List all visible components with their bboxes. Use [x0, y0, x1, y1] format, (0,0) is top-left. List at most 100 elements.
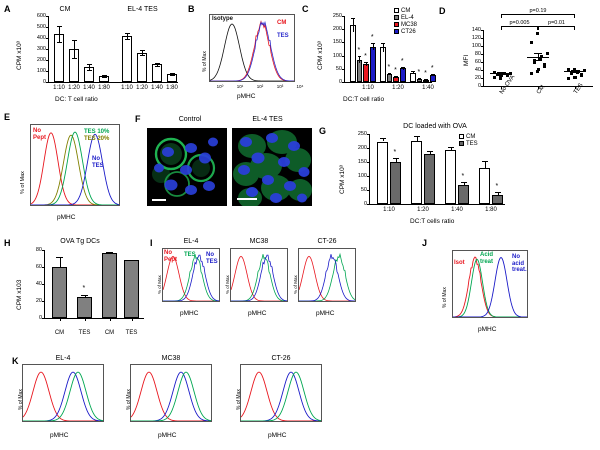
x-tick-label: 1:40: [83, 85, 95, 91]
y-tick-label: 100: [36, 68, 46, 74]
bar: [458, 184, 469, 204]
panel-j-label-acid: Acid treat: [480, 252, 493, 265]
panel-e-label-no-pept-text: No Pept: [33, 128, 47, 141]
data-point: [545, 52, 549, 55]
y-tick-label: 100: [357, 173, 367, 179]
sem-cap: [497, 74, 505, 76]
significance-star: *: [394, 66, 397, 74]
y-tick-label: 60: [474, 59, 481, 65]
legend-label: MC38: [401, 22, 418, 29]
x-tick-label: 1:10: [121, 85, 133, 91]
panel-k-label: K: [12, 356, 19, 366]
bar: [411, 141, 422, 204]
significance-star: *: [461, 173, 465, 181]
error-cap: [154, 65, 160, 67]
y-tick-label: 80: [474, 51, 481, 57]
data-point: [493, 75, 497, 79]
data-point: [573, 67, 577, 71]
y-tick-label: 100: [332, 52, 342, 59]
y-tick-mark: [341, 68, 345, 70]
panel-k-flow-plot-mc38: [130, 364, 212, 422]
x-tick-label: 10¹: [236, 84, 244, 89]
x-tick-label: 1:10: [383, 207, 395, 213]
y-tick-mark: [45, 16, 49, 17]
error-cap: [101, 76, 107, 78]
y-tick-label: 40: [35, 281, 42, 287]
panel-k-curves-mc38: [131, 371, 211, 421]
error-bar: [416, 136, 418, 141]
panel-d-label: D: [439, 6, 446, 16]
legend-swatch: [394, 22, 399, 28]
error-cap: [424, 79, 428, 81]
data-point: [536, 31, 540, 35]
error-bar: [59, 26, 60, 42]
y-tick-mark: [45, 71, 49, 72]
panel-i-label: I: [150, 238, 153, 248]
bar: [479, 168, 490, 204]
y-tick-label: 40: [474, 67, 481, 73]
panel-f-label: F: [135, 114, 141, 124]
error-cap: [350, 18, 355, 20]
data-point: [567, 77, 571, 81]
panel-h-y-axis: [44, 250, 45, 318]
data-point: [582, 69, 586, 73]
y-tick-mark: [366, 176, 370, 177]
sem-bar: [538, 53, 539, 61]
bar: [356, 59, 363, 82]
panel-j-label-no-acid-text: No acid treat.: [512, 254, 527, 273]
legend-swatch: [459, 141, 464, 147]
panel-i-flow-plot-el-4: [162, 248, 220, 302]
bar: [492, 194, 503, 204]
x-tick-label: 1:20: [136, 85, 148, 91]
y-tick-mark: [41, 301, 45, 302]
panel-k-ylabel-0: % of Max: [18, 389, 24, 410]
bar: [363, 64, 369, 82]
error-bar: [89, 63, 90, 71]
panel-e-curves: [31, 131, 119, 205]
data-point: [539, 54, 543, 58]
legend-item-tes: TES: [459, 141, 478, 147]
error-bar: [359, 56, 361, 63]
panel-a-group-title-tes: EL-4 TES: [127, 6, 158, 13]
x-tick-label: CM: [54, 330, 65, 336]
x-tick-mark: [59, 318, 61, 321]
panel-j-ylabel: % of Max: [442, 287, 448, 308]
panel-k-curves-el-4: [23, 371, 103, 421]
significance-star: *: [417, 69, 421, 76]
y-tick-mark: [341, 29, 345, 31]
data-point: [567, 68, 571, 72]
panel-d-y-axis: [483, 30, 484, 86]
panel-a-group-title-cm: CM: [59, 6, 71, 13]
x-tick-label: 1:80: [485, 207, 497, 213]
y-tick-mark: [45, 49, 49, 50]
x-tick-label: 1:40: [422, 85, 434, 91]
error-bar: [484, 161, 486, 169]
panel-g-label: G: [319, 126, 327, 136]
error-cap: [380, 42, 385, 44]
error-cap: [494, 192, 501, 193]
panel-g-xlabel: DC:T cells ratio: [410, 218, 455, 225]
panel-i-title-ct-26: CT-26: [317, 238, 337, 245]
y-tick-label: 50: [335, 65, 342, 72]
panel-e-xlabel: pMHC: [57, 214, 76, 221]
error-cap: [169, 73, 175, 75]
data-point: [539, 57, 543, 61]
data-point: [536, 69, 540, 73]
panel-i-curves-ct-26: [299, 252, 355, 301]
bar: [377, 141, 388, 204]
data-point: [530, 71, 534, 75]
x-tick-mark: [131, 318, 133, 321]
legend-label: CT26: [401, 29, 416, 36]
y-tick-mark: [41, 284, 45, 285]
bar: [445, 150, 456, 204]
error-cap: [56, 41, 62, 43]
data-point: [506, 73, 509, 77]
y-tick-mark: [480, 46, 484, 47]
panel-j-label-acid-text: Acid treat: [480, 252, 494, 265]
error-cap: [481, 161, 488, 163]
panel-j: J % of Max pMHC Isot Acid treat No acid …: [420, 232, 550, 350]
x-tick-label: 10²: [256, 84, 264, 89]
y-tick-mark: [366, 162, 370, 163]
panel-g: G DC loaded with OVA CPM x10³ DC:T cells…: [315, 108, 600, 228]
data-point: [543, 62, 546, 66]
